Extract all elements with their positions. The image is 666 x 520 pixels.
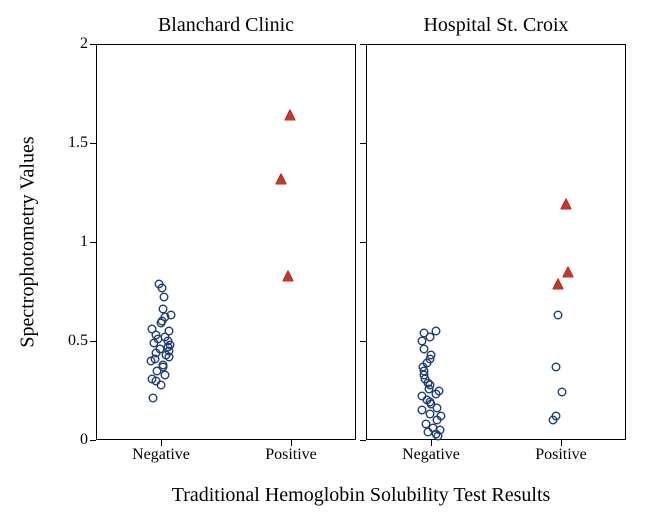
- circle-marker-icon: [159, 293, 168, 302]
- triangle-marker-icon: [553, 278, 564, 289]
- circle-marker-icon: [552, 362, 561, 371]
- ytick-label: 1.5: [68, 134, 96, 152]
- circle-marker-icon: [158, 305, 167, 314]
- xtick-label: Positive: [535, 440, 587, 464]
- panel-border: [366, 44, 626, 440]
- triangle-marker-icon: [284, 110, 295, 121]
- panel-border: [96, 44, 356, 440]
- circle-marker-icon: [158, 360, 167, 369]
- x-axis-label: Traditional Hemoglobin Solubility Test R…: [172, 484, 551, 507]
- figure-root: Spectrophotometry Values Traditional Hem…: [0, 0, 666, 520]
- panel-title: Blanchard Clinic: [96, 14, 356, 37]
- circle-marker-icon: [419, 344, 428, 353]
- circle-marker-icon: [552, 412, 561, 421]
- circle-marker-icon: [432, 327, 441, 336]
- chart-panel: Hospital St. CroixNegativePositive: [366, 44, 626, 440]
- xtick-label: Negative: [132, 440, 190, 464]
- ytick-mark: [360, 440, 366, 441]
- circle-marker-icon: [417, 406, 426, 415]
- circle-marker-icon: [148, 374, 157, 383]
- circle-marker-icon: [148, 394, 157, 403]
- circle-marker-icon: [420, 329, 429, 338]
- triangle-marker-icon: [276, 173, 287, 184]
- circle-marker-icon: [434, 386, 443, 395]
- chart-panel: Blanchard Clinic00.511.52NegativePositiv…: [96, 44, 356, 440]
- xtick-label: Negative: [402, 440, 460, 464]
- ytick-mark: [360, 341, 366, 342]
- ytick-label: 0: [80, 431, 96, 449]
- circle-marker-icon: [161, 370, 170, 379]
- triangle-marker-icon: [562, 266, 573, 277]
- ytick-label: 1: [80, 233, 96, 251]
- ytick-mark: [360, 242, 366, 243]
- circle-marker-icon: [154, 279, 163, 288]
- ytick-label: 0.5: [68, 332, 96, 350]
- ytick-mark: [360, 44, 366, 45]
- circle-marker-icon: [558, 388, 567, 397]
- circle-marker-icon: [417, 337, 426, 346]
- circle-marker-icon: [422, 420, 431, 429]
- circle-marker-icon: [554, 311, 563, 320]
- xtick-label: Positive: [265, 440, 317, 464]
- circle-marker-icon: [165, 327, 174, 336]
- triangle-marker-icon: [560, 199, 571, 210]
- circle-marker-icon: [417, 392, 426, 401]
- circle-marker-icon: [167, 311, 176, 320]
- y-axis-label: Spectrophotometry Values: [17, 136, 40, 347]
- circle-marker-icon: [147, 325, 156, 334]
- ytick-label: 2: [80, 35, 96, 53]
- panel-title: Hospital St. Croix: [366, 14, 626, 37]
- ytick-mark: [360, 143, 366, 144]
- triangle-marker-icon: [283, 270, 294, 281]
- circle-marker-icon: [437, 412, 446, 421]
